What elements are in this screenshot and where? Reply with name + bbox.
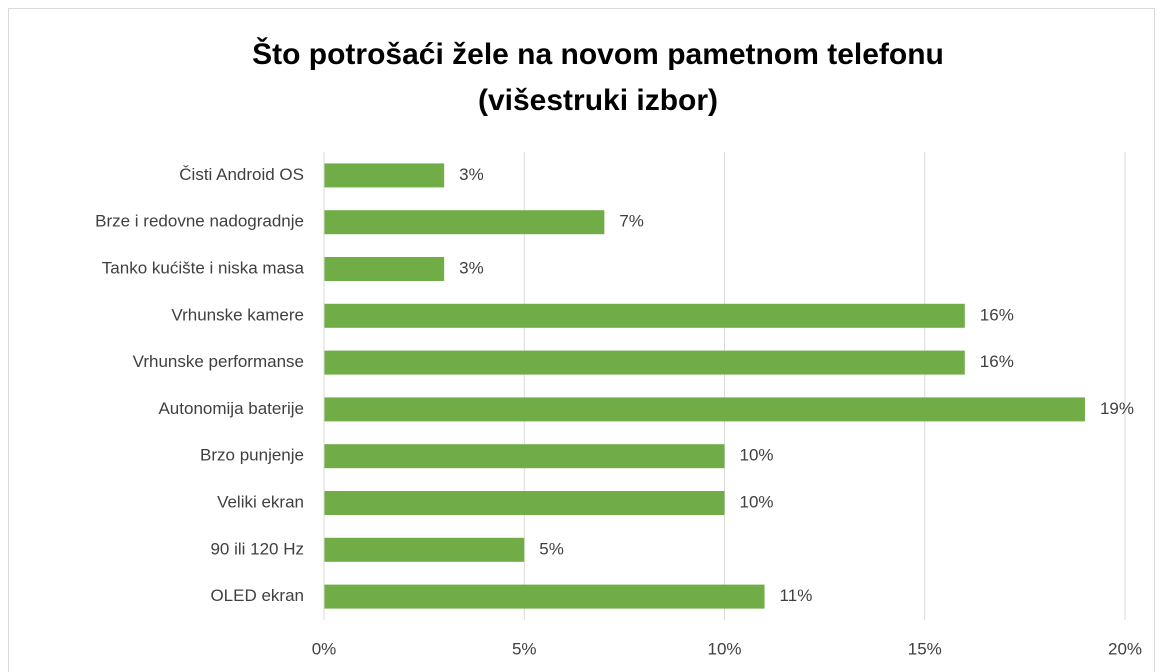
y-tick-label: OLED ekran <box>210 586 304 605</box>
bar <box>324 444 725 469</box>
x-tick-label: 0% <box>312 639 337 658</box>
y-tick-label: 90 ili 120 Hz <box>210 539 304 558</box>
y-tick-label: Brze i redovne nadogradnje <box>95 212 304 231</box>
y-tick-label: Autonomija baterije <box>158 399 304 418</box>
data-label: 11% <box>780 586 813 605</box>
y-tick-label: Čisti Android OS <box>179 165 304 184</box>
y-tick-label: Tanko kućište i niska masa <box>102 258 305 277</box>
bar <box>324 163 445 188</box>
data-label: 10% <box>740 492 774 511</box>
data-label: 16% <box>980 305 1014 324</box>
bar <box>324 584 765 609</box>
data-label: 3% <box>459 258 484 277</box>
bar <box>324 210 605 235</box>
bar <box>324 350 965 375</box>
x-tick-label: 10% <box>707 639 741 658</box>
x-tick-label: 15% <box>908 639 942 658</box>
bar <box>324 257 445 281</box>
bar <box>324 491 725 515</box>
data-label: 10% <box>740 446 774 465</box>
y-tick-label: Vrhunske kamere <box>171 305 304 324</box>
chart-title: Što potrošaći žele na novom pametnom tel… <box>252 37 944 71</box>
bar <box>324 303 965 328</box>
data-label: 7% <box>619 212 644 231</box>
data-label: 16% <box>980 352 1014 371</box>
chart-title: (višestruki izbor) <box>478 84 718 117</box>
x-tick-label: 5% <box>512 639 537 658</box>
bar <box>324 537 525 562</box>
data-label: 3% <box>459 165 484 184</box>
x-tick-label: 20% <box>1108 639 1142 658</box>
data-label: 5% <box>539 539 564 558</box>
y-tick-label: Brzo punjenje <box>200 446 304 465</box>
y-tick-label: Vrhunske performanse <box>133 352 304 371</box>
data-label: 19% <box>1100 399 1134 418</box>
chart-border <box>8 8 1155 672</box>
bar <box>324 397 1085 422</box>
y-tick-label: Veliki ekran <box>217 492 304 511</box>
